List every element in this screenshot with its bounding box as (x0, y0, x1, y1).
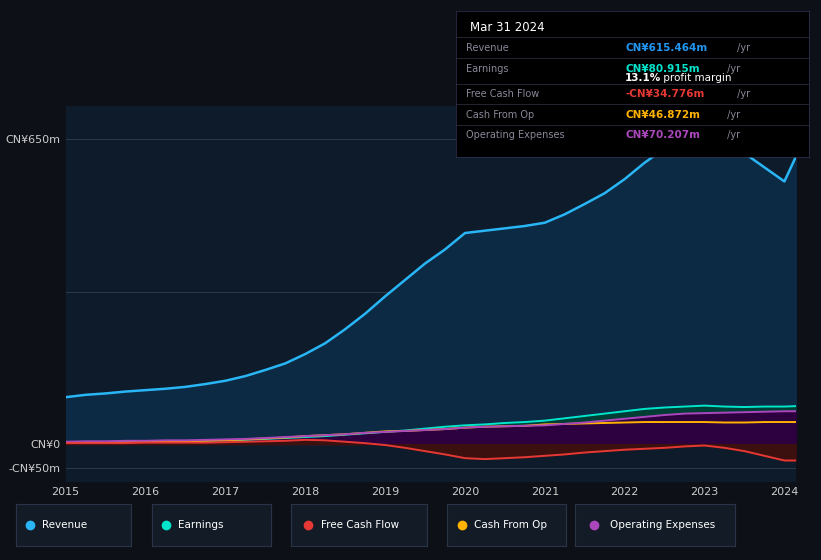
Text: /yr: /yr (734, 43, 750, 53)
Text: CN¥80.915m: CN¥80.915m (625, 64, 699, 74)
Text: Mar 31 2024: Mar 31 2024 (470, 21, 544, 34)
Text: Operating Expenses: Operating Expenses (610, 520, 715, 530)
Text: Cash From Op: Cash From Op (474, 520, 547, 530)
Text: Free Cash Flow: Free Cash Flow (466, 89, 539, 99)
Text: -CN¥34.776m: -CN¥34.776m (625, 89, 704, 99)
Text: profit margin: profit margin (660, 73, 732, 83)
Text: 13.1%: 13.1% (625, 73, 662, 83)
Text: CN¥615.464m: CN¥615.464m (625, 43, 708, 53)
Text: /yr: /yr (724, 110, 740, 120)
Text: Earnings: Earnings (466, 64, 509, 74)
Text: CN¥46.872m: CN¥46.872m (625, 110, 700, 120)
Text: Free Cash Flow: Free Cash Flow (321, 520, 399, 530)
Text: CN¥70.207m: CN¥70.207m (625, 130, 700, 140)
Text: Cash From Op: Cash From Op (466, 110, 534, 120)
Text: /yr: /yr (724, 64, 740, 74)
Text: Revenue: Revenue (42, 520, 87, 530)
Text: /yr: /yr (734, 89, 750, 99)
Text: /yr: /yr (724, 130, 740, 140)
Text: Operating Expenses: Operating Expenses (466, 130, 565, 140)
Text: Revenue: Revenue (466, 43, 509, 53)
Text: Earnings: Earnings (178, 520, 223, 530)
